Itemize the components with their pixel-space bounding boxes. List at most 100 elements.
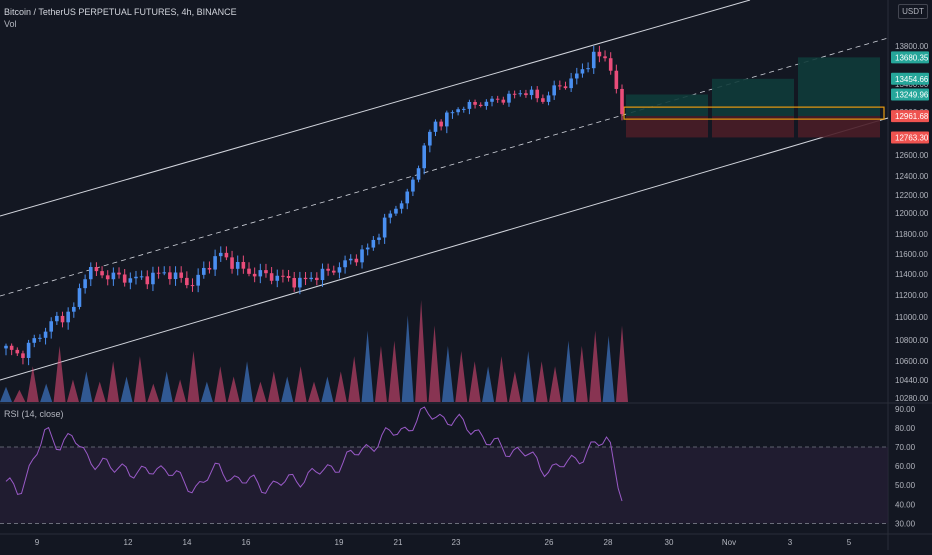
candle-body: [32, 338, 37, 343]
candle-body: [507, 93, 511, 103]
candle-body: [292, 277, 297, 288]
candle-body: [315, 277, 319, 281]
price-tick-label: 10280.00: [895, 394, 929, 403]
candle-body: [411, 179, 415, 192]
time-tick-label: 19: [335, 538, 344, 547]
candle-body: [281, 275, 285, 277]
candle-body: [552, 85, 556, 96]
candle-body: [620, 88, 624, 115]
candle-body: [224, 252, 229, 258]
candle-body: [473, 101, 477, 105]
price-badge-label: 13249.96: [895, 91, 929, 100]
rsi-line: [5, 406, 623, 502]
candle-body: [145, 276, 150, 285]
candle-body: [88, 267, 93, 280]
candle-body: [490, 98, 494, 102]
price-tick-label: 10800.00: [895, 336, 929, 345]
candle-body: [173, 272, 178, 280]
candle-body: [66, 311, 70, 323]
candle-body: [303, 277, 308, 280]
candle-body: [105, 275, 110, 280]
candle-body: [569, 78, 573, 89]
candle-body: [461, 108, 466, 110]
candle-body: [252, 273, 257, 277]
time-tick-label: 21: [394, 538, 403, 547]
candle-body: [72, 306, 76, 312]
candle-body: [26, 342, 31, 358]
volume-legend[interactable]: Vol: [4, 19, 17, 29]
candle-body: [241, 261, 246, 269]
stop-zone: [712, 116, 794, 138]
candle-body: [151, 272, 155, 285]
time-tick-label: 5: [847, 538, 852, 547]
target-zone: [798, 57, 880, 117]
price-tick-label: 11200.00: [895, 291, 928, 300]
price-badge-label: 13454.66: [895, 75, 929, 84]
currency-button[interactable]: USDT: [898, 4, 928, 19]
candle-body: [467, 101, 472, 109]
candle-body: [258, 270, 263, 277]
candle-body: [230, 257, 234, 269]
candle-body: [218, 252, 223, 257]
candle-body: [38, 337, 42, 339]
candle-body: [439, 121, 443, 127]
candle-body: [156, 272, 161, 274]
time-tick-label: 23: [452, 538, 461, 547]
candle-body: [122, 274, 127, 283]
time-tick-label: 16: [242, 538, 251, 547]
candle-body: [168, 272, 172, 280]
candle-body: [4, 345, 8, 349]
candle-body: [495, 98, 500, 100]
rsi-tick-label: 80.00: [895, 424, 916, 433]
price-badge-label: 12763.30: [895, 133, 929, 142]
candle-body: [591, 51, 596, 69]
candle-body: [49, 321, 54, 332]
candle-body: [213, 256, 217, 270]
time-tick-label: 12: [124, 538, 133, 547]
candle-body: [100, 271, 104, 276]
candle-body: [201, 267, 206, 275]
candle-body: [524, 93, 528, 96]
price-tick-label: 11600.00: [895, 250, 928, 259]
candle-body: [546, 95, 551, 102]
candle-body: [207, 267, 212, 270]
rsi-tick-label: 40.00: [895, 500, 916, 509]
candle-body: [190, 285, 195, 287]
price-badge: [891, 110, 929, 123]
stop-zone: [798, 116, 880, 138]
candle-body: [608, 58, 613, 71]
candle-body: [83, 279, 87, 289]
time-tick-label: Nov: [722, 538, 736, 547]
price-tick-label: 12200.00: [895, 191, 929, 200]
candle-body: [478, 104, 483, 106]
rsi-tick-label: 60.00: [895, 462, 916, 471]
candle-body: [337, 267, 342, 273]
candle-body: [134, 276, 138, 279]
candle-body: [320, 268, 325, 281]
candle-body: [264, 270, 268, 274]
target-zone: [712, 78, 794, 117]
price-badge: [891, 51, 929, 64]
time-tick-label: 30: [665, 538, 674, 547]
price-tick-label: 11000.00: [895, 313, 928, 322]
candle-body: [484, 101, 489, 106]
price-tick-label: 12600.00: [895, 151, 929, 160]
candle-body: [382, 217, 387, 238]
symbol-legend[interactable]: Bitcoin / TetherUS PERPETUAL FUTURES, 4h…: [4, 7, 237, 17]
candle-body: [456, 109, 460, 113]
candle-body: [388, 213, 393, 218]
candle-body: [128, 278, 133, 283]
price-tick-label: 11400.00: [895, 270, 928, 279]
candle-body: [580, 69, 585, 74]
candle-body: [586, 68, 590, 70]
candle-body: [399, 203, 404, 209]
target-zone: [626, 94, 708, 117]
rsi-tick-label: 30.00: [895, 519, 916, 528]
candle-body: [428, 131, 432, 146]
rsi-tick-label: 70.00: [895, 443, 916, 452]
price-badge: [891, 131, 929, 144]
rsi-legend[interactable]: RSI (14, close): [4, 409, 64, 419]
price-badge: [891, 88, 929, 101]
